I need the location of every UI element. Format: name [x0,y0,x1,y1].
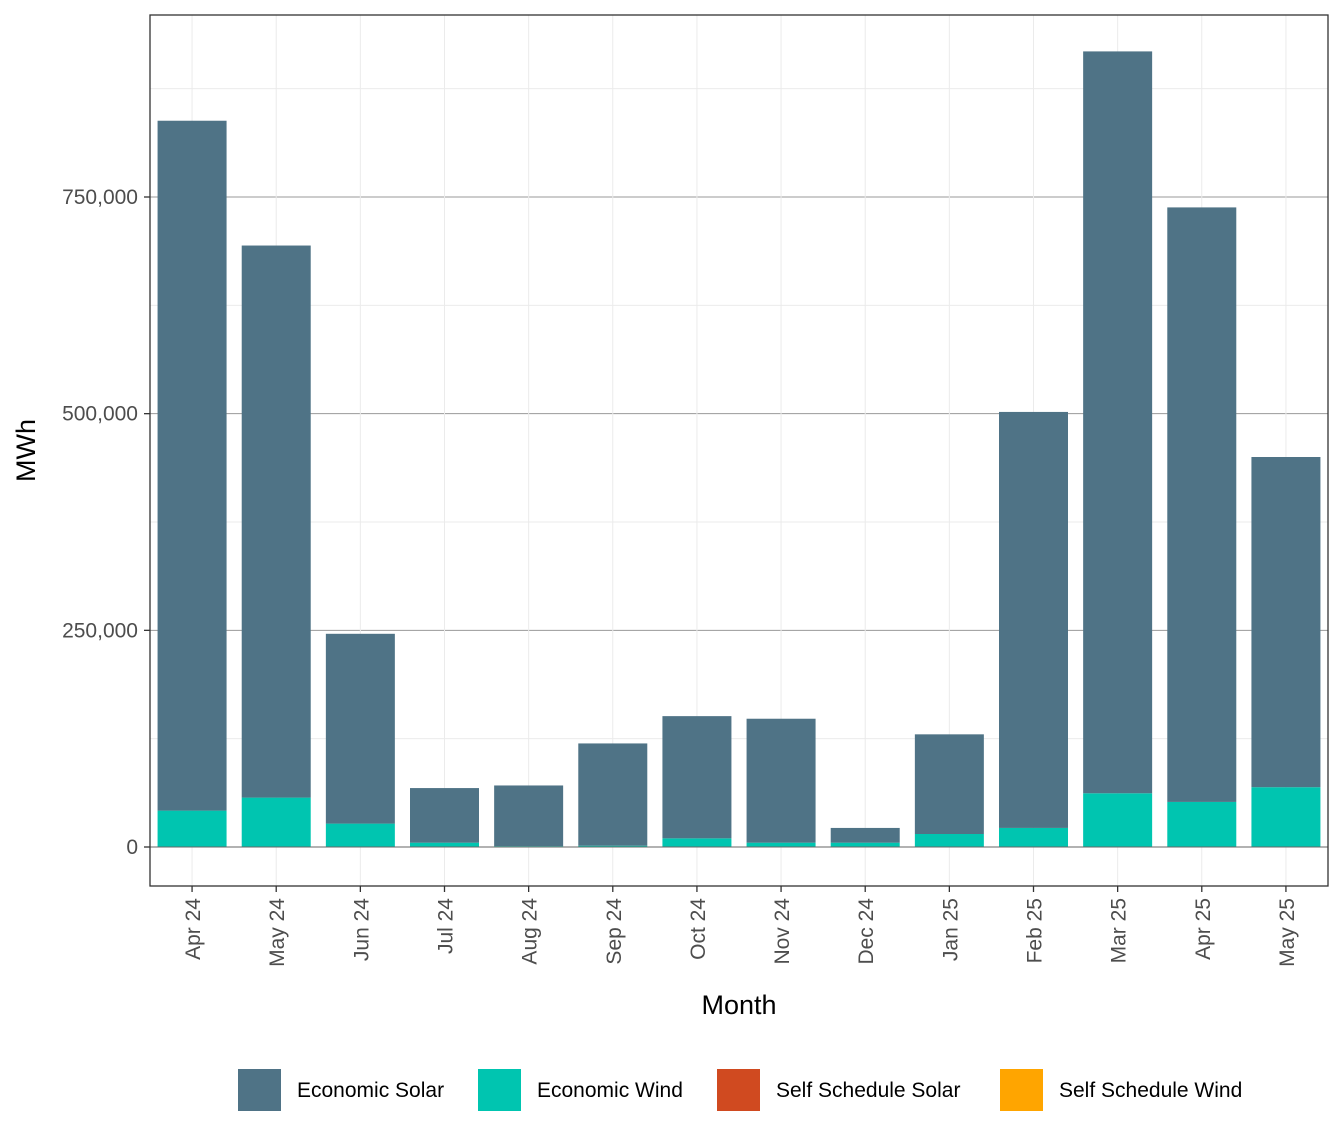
legend-swatch [1000,1069,1043,1111]
legend-item-self-schedule-solar: Self Schedule Solar [717,1069,960,1111]
legend-label: Economic Wind [537,1079,683,1102]
bar-economic-solar [325,633,395,824]
x-axis-title: Month [701,990,776,1020]
bar-economic-wind [410,842,479,847]
x-tick-label: Dec 24 [855,898,878,965]
bar-economic-wind [662,838,732,847]
x-tick-label: Jun 24 [350,898,373,961]
legend-label: Self Schedule Solar [776,1079,960,1102]
legend-label: Self Schedule Wind [1059,1079,1242,1102]
y-axis: 0 250,000 500,000 750,000 [62,186,150,859]
legend: Economic Solar Economic Wind Self Schedule… [238,1069,1242,1111]
bar-economic-solar [746,718,816,843]
legend-item-self-schedule-wind: Self Schedule Wind [1000,1069,1242,1111]
x-tick-label: Oct 24 [687,898,710,960]
bar-economic-solar [662,716,732,839]
bar-economic-wind [1083,793,1153,847]
bar-economic-wind [1167,801,1237,847]
bar-economic-wind [325,823,395,847]
bar-economic-solar [999,411,1068,828]
x-tick-label: Apr 24 [182,898,205,960]
legend-item-economic-wind: Economic Wind [478,1069,683,1111]
x-tick-label: Nov 24 [771,898,794,965]
bars [157,51,1321,847]
x-tick-label: Aug 24 [519,898,542,965]
x-tick-label: May 25 [1276,898,1299,967]
x-axis: Apr 24 May 24 Jun 24 Jul 24 Aug 24 Sep 24 Oct … [182,886,1299,967]
plot-panel-border [149,14,1329,887]
bar-economic-wind [830,842,900,847]
legend-swatch [717,1069,760,1111]
bar-economic-solar [1251,457,1321,788]
legend-label: Economic Solar [297,1079,444,1102]
legend-swatch [478,1069,521,1111]
y-axis-title: MWh [11,419,41,482]
x-tick-label: Apr 25 [1192,898,1215,960]
y-tick-label: 500,000 [62,403,138,426]
y-tick-label: 750,000 [62,186,138,209]
bar-economic-wind [157,810,227,847]
bar-economic-wind [578,845,648,847]
bar-economic-wind [914,834,984,847]
x-tick-label: Feb 25 [1024,898,1047,963]
bar-economic-solar [1083,51,1153,794]
bar-economic-wind [241,797,311,847]
y-tick-label: 250,000 [62,619,138,642]
bar-economic-solar [914,734,984,834]
bar-economic-wind [1251,787,1321,847]
x-tick-label: Jan 25 [939,898,962,961]
y-tick-label: 0 [126,836,138,859]
bar-economic-solar [830,827,900,843]
legend-item-economic-solar: Economic Solar [238,1069,444,1111]
bar-economic-solar [578,743,648,846]
x-tick-label: Sep 24 [603,898,626,965]
legend-swatch [238,1069,281,1111]
bar-economic-solar [410,788,479,843]
bar-economic-solar [241,245,311,798]
x-tick-label: Jul 24 [435,898,458,954]
x-tick-label: Mar 25 [1108,898,1131,963]
bar-economic-solar [494,785,564,847]
bar-economic-wind [999,827,1068,847]
bar-economic-wind [746,842,816,847]
bar-economic-solar [1167,207,1237,802]
bar-economic-solar [157,120,227,811]
x-tick-label: May 24 [266,898,289,967]
